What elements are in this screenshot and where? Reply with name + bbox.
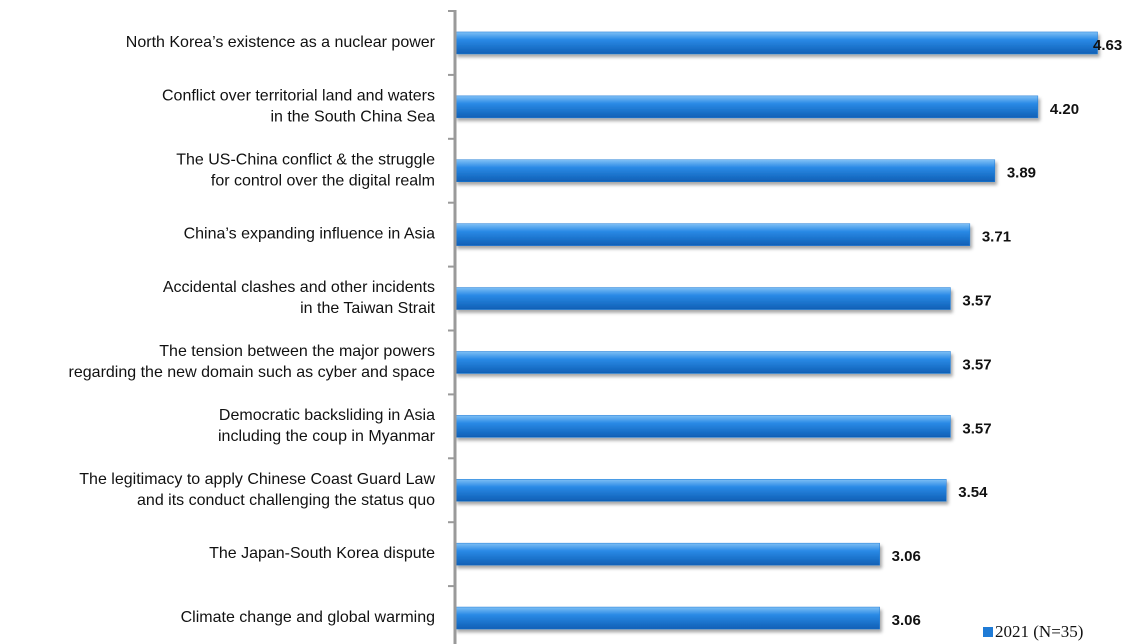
legend-swatch (983, 627, 993, 637)
category-label-line: The US-China conflict & the struggle (176, 151, 435, 168)
category-label-line: China’s expanding influence in Asia (184, 226, 436, 243)
category-label: The US-China conflict & the struggle for … (176, 151, 435, 189)
category-label: The legitimacy to apply Chinese Coast Gu… (79, 471, 435, 509)
value-label: 3.57 (962, 356, 991, 373)
bar (454, 415, 951, 438)
category-label: The tension between the major powers rega… (69, 343, 436, 381)
bar (454, 606, 880, 630)
category-label-line: Conflict over territorial land and water… (162, 88, 435, 105)
bar (454, 159, 996, 182)
category-label: China’s expanding influence in Asia (184, 226, 436, 243)
value-label: 3.57 (962, 420, 991, 437)
value-label: 3.57 (962, 293, 991, 310)
bar (454, 542, 880, 566)
value-label: 4.63 (1093, 37, 1122, 54)
category-label-line: The legitimacy to apply Chinese Coast Gu… (79, 471, 435, 488)
bar (454, 31, 1098, 55)
category-label-line: in the Taiwan Strait (300, 300, 435, 317)
value-label: 3.06 (892, 612, 921, 629)
category-label-line: Democratic backsliding in Asia (219, 407, 435, 424)
bar (454, 351, 951, 374)
category-label-line: and its conduct challenging the status q… (137, 492, 435, 509)
bar (454, 95, 1039, 119)
category-label: Climate change and global warming (181, 609, 435, 626)
category-label-line: North Korea’s existence as a nuclear pow… (126, 34, 436, 51)
category-label: Accidental clashes and other incidents in… (163, 279, 436, 317)
category-label-line: Climate change and global warming (181, 609, 435, 626)
value-label: 3.89 (1007, 165, 1036, 182)
category-label: The Japan-South Korea dispute (209, 545, 435, 562)
category-label-line: for control over the digital realm (211, 172, 435, 189)
category-label-line: regarding the new domain such as cyber a… (69, 364, 436, 381)
value-label: 3.71 (982, 229, 1011, 246)
category-label-line: in the South China Sea (270, 109, 435, 126)
value-label: 4.20 (1050, 101, 1079, 118)
bar (454, 479, 947, 502)
category-label-line: Accidental clashes and other incidents (163, 279, 435, 296)
category-label-line: The Japan-South Korea dispute (209, 545, 435, 562)
category-label: North Korea’s existence as a nuclear pow… (126, 34, 436, 51)
category-label: Conflict over territorial land and water… (162, 88, 435, 126)
value-label: 3.06 (892, 548, 921, 565)
value-label: 3.54 (958, 484, 988, 501)
bar (454, 223, 971, 246)
bar (454, 287, 951, 310)
legend-label: 2021 (N=35) (995, 622, 1083, 641)
category-label: Democratic backsliding in Asia including … (218, 407, 436, 445)
category-label-line: including the coup in Myanmar (218, 428, 436, 445)
category-label-line: The tension between the major powers (159, 343, 435, 360)
